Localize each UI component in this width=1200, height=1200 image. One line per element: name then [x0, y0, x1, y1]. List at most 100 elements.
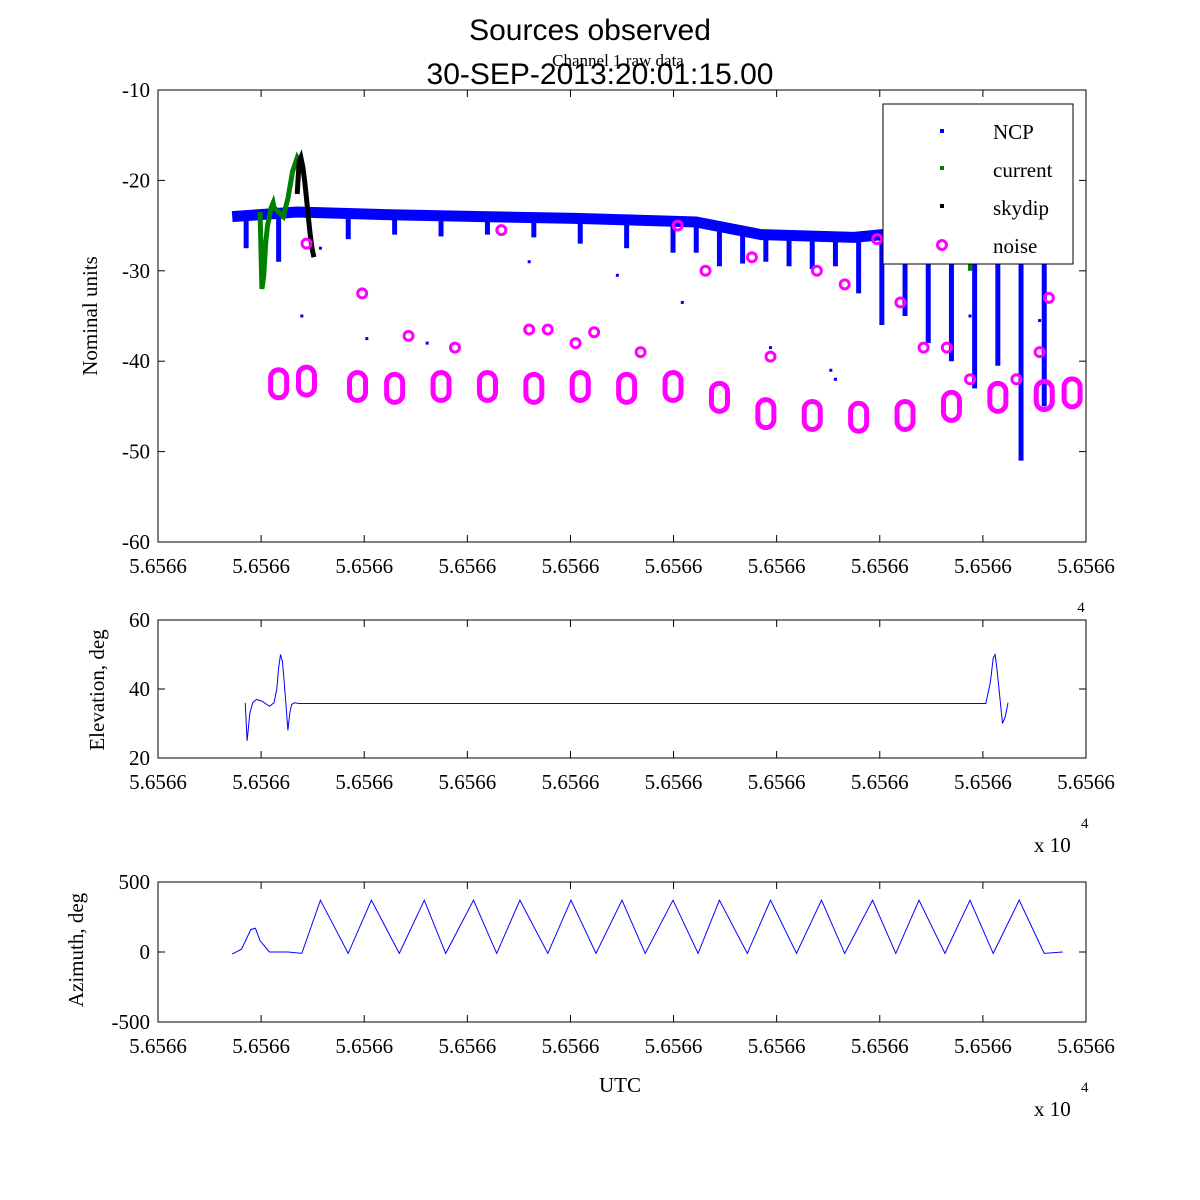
noise-cluster	[1061, 376, 1083, 410]
noise-point	[448, 341, 461, 354]
elevation-xmult-exp-top: 4	[1077, 600, 1085, 616]
noise-cluster	[476, 370, 498, 404]
noise-cluster	[569, 370, 591, 404]
noise-cluster	[268, 367, 290, 401]
legend-label-noise: noise	[993, 234, 1037, 258]
noise-point	[917, 341, 930, 354]
noise-point	[964, 373, 976, 386]
legend-label-skydip: skydip	[993, 196, 1049, 220]
elevation-xtick-label: 5.6566	[232, 770, 290, 794]
ncp-point	[300, 314, 304, 318]
azimuth-xlabel: UTC	[599, 1073, 641, 1097]
azimuth-xtick-label: 5.6566	[129, 1034, 187, 1058]
elevation-xtick-label: 5.6566	[851, 770, 909, 794]
azimuth-xmult: x 10	[1034, 1097, 1071, 1121]
raw-ytick-label: -50	[122, 440, 150, 464]
noise-point	[300, 237, 313, 250]
raw-ytick-label: -60	[122, 530, 150, 554]
raw-xtick-label: 5.6566	[1057, 554, 1115, 578]
azimuth-xtick-label: 5.6566	[954, 1034, 1012, 1058]
raw-ytick-label: -20	[122, 168, 150, 192]
elevation-xtick-label: 5.6566	[335, 770, 393, 794]
noise-cluster	[894, 398, 916, 432]
raw-ytick-label: -10	[122, 78, 150, 102]
elevation-line	[244, 652, 1009, 741]
subplot-title: Channel 1 raw data	[552, 51, 684, 70]
noise-cluster	[848, 400, 870, 434]
legend-box	[882, 103, 1074, 265]
noise-cluster	[801, 398, 823, 432]
elevation-y-ticks: 20 40 60	[129, 608, 1086, 770]
raw-xtick-label: 5.6566	[438, 554, 496, 578]
azimuth-x-ticks: 5.6566 5.6566 5.6566 5.6566 5.6566 5.6566 5.65…	[129, 882, 1115, 1058]
noise-point	[671, 219, 684, 232]
ncp-point	[968, 314, 972, 318]
azimuth-line	[231, 898, 1063, 955]
noise-point	[634, 346, 647, 359]
noise-point	[569, 337, 582, 350]
elevation-x-ticks: 5.6566 5.6566 5.6566 5.6566 5.6566 5.6566 5.65…	[129, 620, 1115, 794]
azimuth-ytick-label: -500	[112, 1010, 151, 1034]
ncp-point	[949, 309, 953, 313]
noise-cluster	[1033, 379, 1055, 413]
noise-point	[1010, 373, 1023, 386]
raw-xtick-label: 5.6566	[335, 554, 393, 578]
elevation-xtick-label: 5.6566	[438, 770, 496, 794]
raw-xtick-label: 5.6566	[851, 554, 909, 578]
noise-cluster	[384, 371, 406, 405]
noise-cluster	[755, 397, 777, 431]
raw-ytick-label: -40	[122, 349, 150, 373]
noise-cluster	[662, 370, 684, 404]
legend-label-ncp: NCP	[993, 120, 1034, 144]
azimuth-xtick-label: 5.6566	[438, 1034, 496, 1058]
noise-cluster	[708, 380, 730, 414]
azimuth-xtick-label: 5.6566	[851, 1034, 909, 1058]
azimuth-series	[231, 898, 1063, 955]
elevation-xtick-label: 5.6566	[542, 770, 600, 794]
ncp-point	[680, 300, 684, 304]
ncp-point	[829, 368, 833, 372]
azimuth-xtick-label: 5.6566	[335, 1034, 393, 1058]
raw-data-panel: -10-20-30-40-50-60 5.6566 5.6566 5.6566 5.6…	[78, 78, 1115, 578]
azimuth-xtick-label: 5.6566	[1057, 1034, 1115, 1058]
elevation-xtick-label: 5.6566	[748, 770, 806, 794]
ncp-point	[768, 346, 772, 350]
ncp-point	[1038, 319, 1042, 323]
raw-xtick-label: 5.6566	[954, 554, 1012, 578]
noise-cluster	[523, 371, 545, 405]
azimuth-xmult-exp: 4	[1081, 1080, 1089, 1096]
current-series	[257, 151, 305, 290]
legend-label-current: current	[993, 158, 1053, 182]
noise-point	[1033, 346, 1046, 359]
noise-point	[523, 323, 536, 336]
noise-point	[745, 251, 758, 264]
azimuth-xtick-label: 5.6566	[748, 1034, 806, 1058]
noise-point	[402, 329, 415, 342]
azimuth-y-ticks: -500 0 500	[112, 870, 1086, 1034]
noise-point	[541, 323, 554, 336]
noise-point	[894, 296, 907, 309]
elevation-xtick-label: 5.6566	[1057, 770, 1115, 794]
legend-marker-skydip	[940, 204, 944, 208]
noise-point	[838, 278, 851, 291]
noise-point	[871, 233, 884, 246]
elevation-ytick-label: 20	[129, 746, 150, 770]
noise-point	[588, 326, 601, 339]
noise-cluster	[940, 389, 962, 423]
raw-xtick-label: 5.6566	[129, 554, 187, 578]
azimuth-ylabel: Azimuth, deg	[64, 892, 88, 1007]
raw-xtick-label: 5.6566	[748, 554, 806, 578]
raw-xtick-label: 5.6566	[232, 554, 290, 578]
elevation-series	[244, 652, 1009, 741]
noise-point	[940, 341, 953, 354]
raw-data-y-ticks: -10 -20 -30 -40 -50 -60	[122, 78, 1086, 554]
noise-point	[1042, 291, 1055, 304]
noise-point	[356, 287, 369, 300]
timestamp-title: 30-SEP-2013:20:01:15.00	[427, 58, 774, 91]
azimuth-xtick-label: 5.6566	[645, 1034, 703, 1058]
noise-cluster	[430, 370, 452, 404]
raw-data-ylabel: Nominal units	[78, 256, 102, 376]
ncp-point	[833, 377, 837, 381]
